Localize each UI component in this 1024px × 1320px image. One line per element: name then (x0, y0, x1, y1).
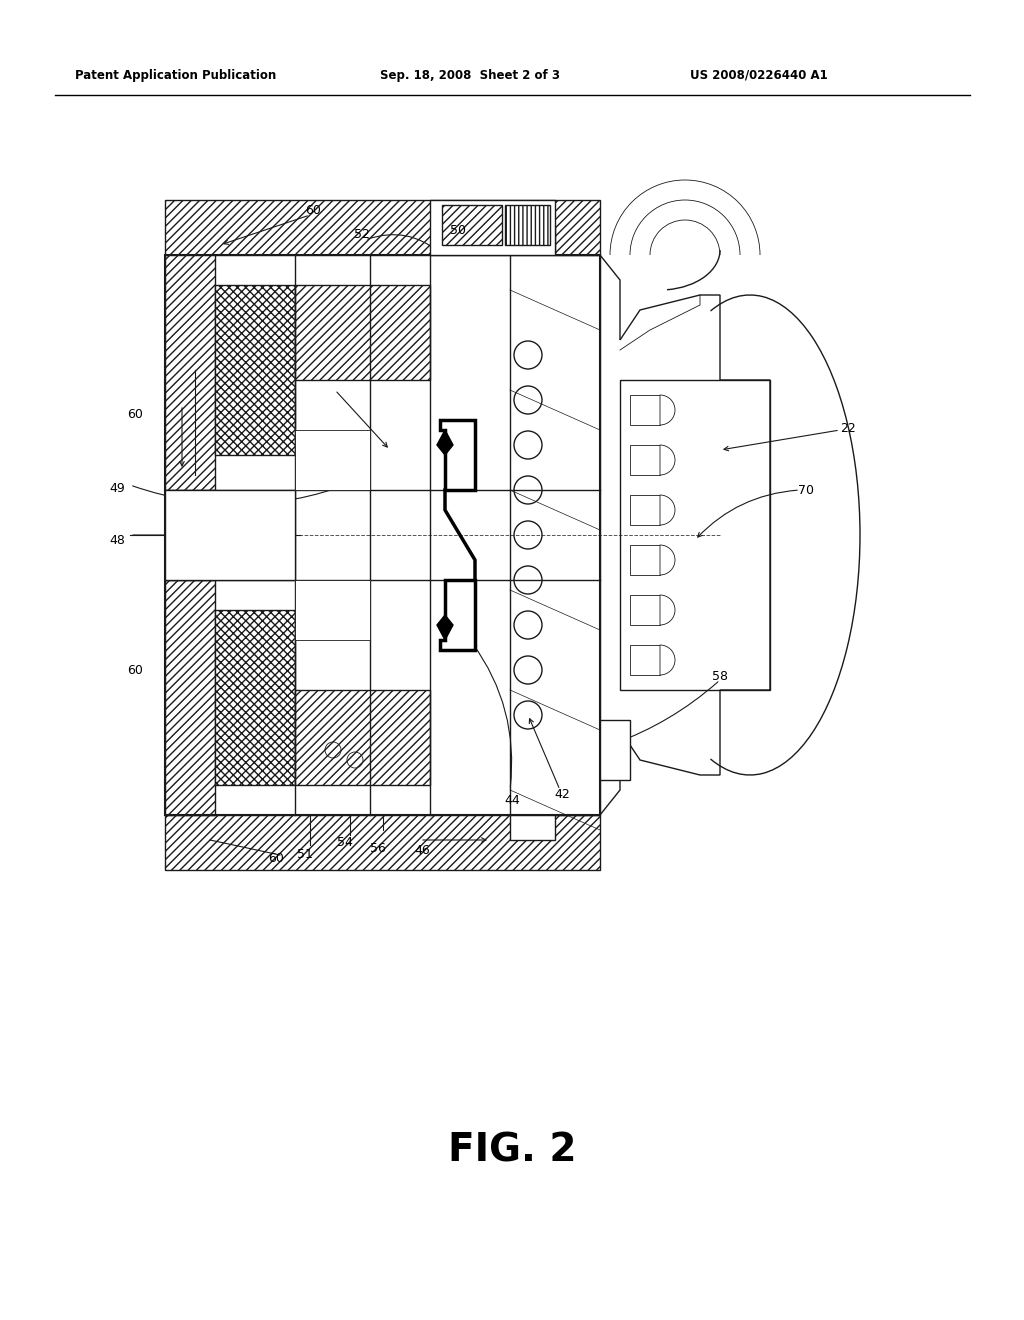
Bar (630, 595, 660, 624)
Polygon shape (165, 814, 600, 870)
Text: Sep. 18, 2008  Sheet 2 of 3: Sep. 18, 2008 Sheet 2 of 3 (380, 69, 560, 82)
Text: 48: 48 (110, 533, 125, 546)
Bar (510, 255, 600, 814)
Text: 50: 50 (450, 223, 466, 236)
Bar (630, 645, 660, 675)
Bar (630, 545, 660, 576)
Wedge shape (660, 445, 675, 475)
Polygon shape (437, 615, 453, 640)
Wedge shape (660, 395, 675, 425)
Bar (295, 430, 370, 490)
Polygon shape (165, 579, 215, 814)
Polygon shape (165, 255, 215, 490)
Polygon shape (295, 690, 430, 785)
Polygon shape (440, 579, 475, 649)
Polygon shape (215, 610, 295, 785)
Text: 60: 60 (127, 408, 143, 421)
Wedge shape (660, 545, 675, 576)
Text: 60: 60 (127, 664, 143, 676)
Polygon shape (215, 285, 295, 455)
Text: 58: 58 (712, 669, 728, 682)
Bar (165, 490, 295, 579)
Bar (295, 579, 370, 640)
Text: 60: 60 (268, 851, 284, 865)
Text: 70: 70 (798, 483, 814, 496)
Text: 54: 54 (337, 837, 353, 850)
Text: 46: 46 (414, 843, 430, 857)
Polygon shape (437, 430, 453, 455)
Bar (430, 201, 555, 255)
Polygon shape (440, 420, 475, 490)
Wedge shape (660, 495, 675, 525)
Text: 52: 52 (354, 228, 370, 242)
Text: FIG. 2: FIG. 2 (447, 1131, 577, 1170)
Bar (165, 255, 600, 814)
Bar (620, 380, 770, 690)
Bar (442, 205, 502, 246)
Text: Patent Application Publication: Patent Application Publication (75, 69, 276, 82)
Text: 42: 42 (554, 788, 570, 801)
Text: 60: 60 (305, 203, 321, 216)
Polygon shape (165, 201, 600, 255)
Wedge shape (660, 595, 675, 624)
Bar (630, 395, 660, 425)
Bar (600, 719, 630, 780)
Text: US 2008/0226440 A1: US 2008/0226440 A1 (690, 69, 827, 82)
Bar (630, 495, 660, 525)
Text: 22: 22 (840, 421, 856, 434)
Text: 56: 56 (370, 842, 386, 854)
Polygon shape (295, 285, 430, 380)
Text: 44: 44 (504, 793, 520, 807)
Text: 49: 49 (110, 482, 125, 495)
Text: 51: 51 (297, 849, 313, 862)
Wedge shape (660, 645, 675, 675)
Bar (630, 445, 660, 475)
Bar (505, 205, 550, 246)
